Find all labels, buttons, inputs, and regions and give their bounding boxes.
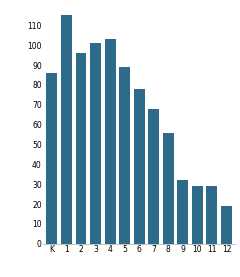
Bar [177,180,188,244]
Bar [221,206,232,244]
Bar [163,133,174,244]
Bar [47,73,57,244]
Bar [76,53,86,244]
Bar [119,67,130,244]
Bar [192,186,203,244]
Bar [105,39,116,244]
Bar [90,43,101,244]
Bar [134,89,145,244]
Bar [148,109,159,244]
Bar [61,16,72,244]
Bar [206,186,217,244]
